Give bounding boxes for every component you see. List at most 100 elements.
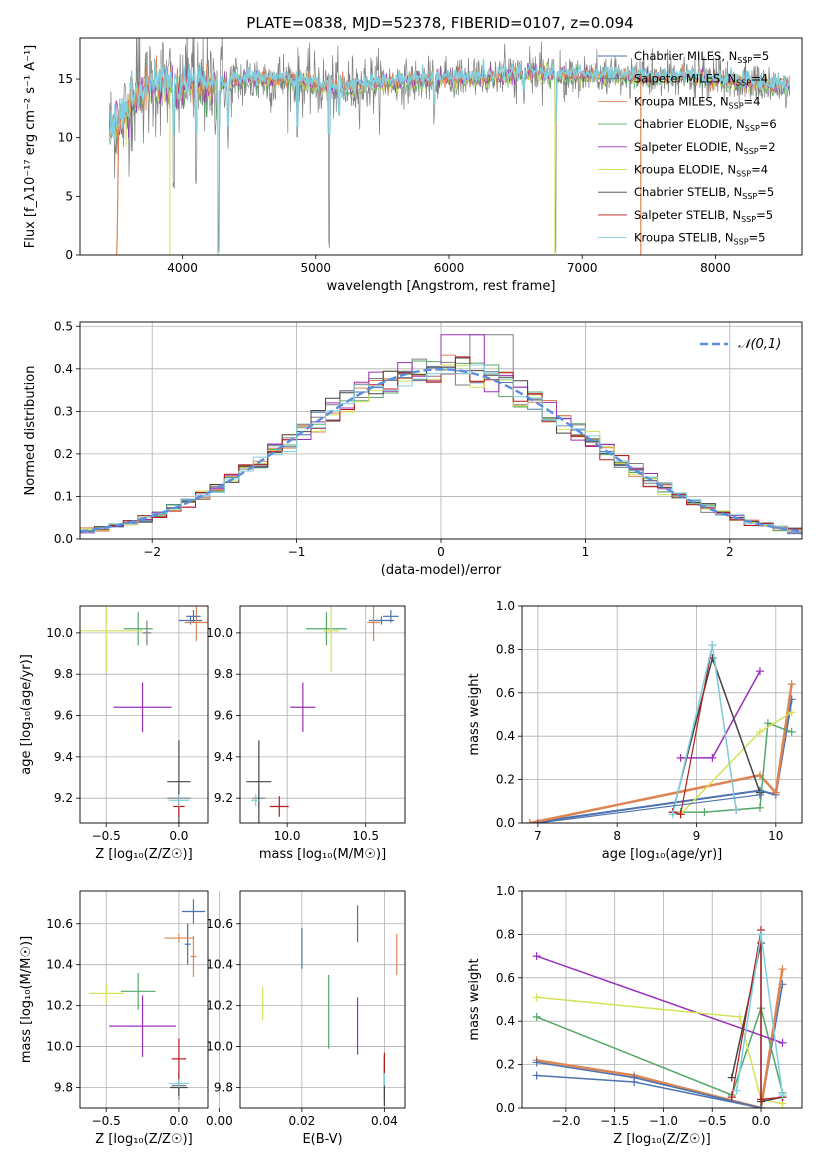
axes-frame (79, 321, 803, 540)
plot-area (80, 334, 802, 535)
x-tick-label: 0.00 (206, 1114, 233, 1128)
legend-entry-subscript: SSP (736, 170, 751, 179)
legend-entry-name: Salpeter STELIB, N (634, 208, 741, 222)
y-tick-label: 0.5 (54, 319, 73, 333)
y-tick-label: 0.2 (54, 447, 73, 461)
weight-point-marker (778, 1090, 787, 1099)
y-tick-label: 10.4 (46, 958, 73, 972)
errorbar-point (123, 612, 153, 646)
weight-series-line (536, 984, 784, 1108)
axes-frame (79, 890, 209, 1109)
legend-entry-value: =4 (744, 94, 761, 108)
y-tick-label: 0.2 (496, 1058, 515, 1072)
weight-point-marker (532, 1012, 541, 1021)
panel-age-vs-mass: 10.0 10.5 9.2 9.4 9.6 9.8 10.0 mass [log₁₀(M/M☉… (206, 605, 406, 862)
x-tick-label: 0.04 (371, 1114, 398, 1128)
weight-series-line (536, 1005, 784, 1096)
weight-point-marker (708, 753, 717, 762)
weight-point-marker (676, 753, 685, 762)
x-tick-label: 4000 (167, 261, 198, 275)
weight-point-marker (787, 727, 796, 736)
y-tick-label: 10 (58, 131, 73, 145)
errorbar-point (306, 612, 347, 646)
errorbar-point (109, 995, 176, 1057)
y-tick-label: 0.4 (496, 1014, 515, 1028)
legend-entry-name: Kroupa ELODIE, N (634, 163, 736, 177)
y-tick-label: 10.4 (206, 958, 233, 972)
x-tick-label: 7 (534, 829, 542, 843)
y-tick-label: 0.0 (496, 1101, 515, 1115)
weight-point-marker (778, 965, 787, 974)
legend-entry: Salpeter ELODIE, NSSP=2 (634, 140, 776, 156)
y-tick-label: 0.6 (496, 686, 515, 700)
legend-entry-subscript: SSP (729, 101, 744, 110)
x-tick-label: −2 (143, 545, 161, 559)
weight-series-line (536, 996, 783, 1105)
x-tick-label: −2.0 (551, 1114, 580, 1128)
x-tick-label: 5000 (301, 261, 332, 275)
legend-entry-value: =5 (749, 231, 766, 245)
x-tick-label: −0.5 (698, 1114, 727, 1128)
errorbar-point (168, 1079, 190, 1088)
panel-mass-weight-vs-age: 7 8 9 10 0.0 0.2 0.4 0.6 0.8 1.0 age [log₁₀(age/yr… (467, 599, 803, 862)
legend-entry-value: =5 (756, 208, 773, 222)
y-axis-label: mass weight (467, 673, 482, 755)
x-tick-label: 8000 (700, 261, 731, 275)
errorbar-point (181, 899, 206, 924)
errorbar-point (190, 936, 197, 977)
errorbar-point (113, 682, 172, 733)
y-tick-label: 10.2 (46, 999, 73, 1013)
x-tick-label: −1.5 (600, 1114, 629, 1128)
panel-spectrum: 4000 5000 6000 7000 8000 0 5 10 15 wavelength [An… (23, 37, 803, 294)
errorbar-point (246, 740, 272, 823)
x-tick-label: 9 (693, 829, 701, 843)
x-axis-label: Z [log₁₀(Z/Z☉)] (95, 1132, 192, 1147)
y-axis-label: Flux [f_λ10⁻¹⁷ erg cm⁻² s⁻¹ A⁻¹] (23, 45, 38, 249)
weight-point-marker (757, 930, 766, 939)
spectrum-model-line (108, 58, 791, 140)
y-tick-label: 9.4 (54, 750, 73, 764)
x-tick-label: 0.02 (289, 1114, 316, 1128)
weight-point-marker (532, 993, 541, 1002)
errorbar-point (171, 1038, 187, 1080)
x-tick-label: 8 (613, 829, 621, 843)
plot-area (532, 926, 787, 1108)
y-tick-label: 9.4 (214, 750, 233, 764)
weight-point-marker (755, 667, 764, 676)
axes-frame (239, 605, 406, 824)
legend-entry-value: =5 (752, 49, 769, 63)
legend-entry-subscript: SSP (745, 124, 760, 133)
legend-entry: Kroupa MILES, NSSP=4 (634, 94, 760, 110)
panel-mass-weight-vs-Z: −2.0 −1.5 −1.0 −0.5 0.0 0.0 0.2 0.4 0.6 0.8 1.0 Z [… (467, 884, 803, 1147)
legend-entry-name: Chabrier ELODIE, N (634, 117, 745, 131)
legend-entry-subscript: SSP (737, 56, 752, 65)
normal-curve (80, 368, 802, 533)
y-tick-label: 10.6 (46, 917, 73, 931)
y-tick-label: 0.4 (54, 362, 73, 376)
x-tick-label: 2 (726, 545, 734, 559)
axes-frame (239, 890, 406, 1109)
errorbar-point (383, 610, 399, 623)
y-tick-label: 0.8 (496, 927, 515, 941)
plot-area (88, 899, 206, 1100)
x-tick-label: −1.0 (649, 1114, 678, 1128)
x-tick-label: 1 (582, 545, 590, 559)
errorbar-point (323, 606, 339, 673)
weight-series-line (529, 699, 793, 823)
weight-point-marker (732, 1086, 741, 1095)
y-tick-label: 5 (65, 189, 73, 203)
panel-mass-vs-Z: −0.5 0.0 9.8 10.0 10.2 10.4 10.6 Z [log₁₀(Z/Z☉)… (19, 890, 209, 1147)
x-tick-label: 0 (437, 545, 445, 559)
plot-area (108, 38, 791, 255)
weight-point-marker (727, 1073, 736, 1082)
x-tick-label: 0.0 (751, 1114, 770, 1128)
x-axis-label: age [log₁₀(age/yr)] (602, 847, 723, 862)
legend-entry: 𝒩(0,1) (738, 337, 781, 352)
legend-entry-name: Salpeter ELODIE, N (634, 140, 744, 154)
errorbar-point (168, 794, 190, 807)
x-tick-label: 10.5 (352, 829, 379, 843)
y-tick-label: 9.2 (54, 791, 73, 805)
legend-entry-name: Chabrier STELIB, N (634, 185, 742, 199)
legend-entry: Kroupa ELODIE, NSSP=4 (634, 163, 768, 179)
legend-entry: Kroupa STELIB, NSSP=5 (634, 231, 765, 247)
